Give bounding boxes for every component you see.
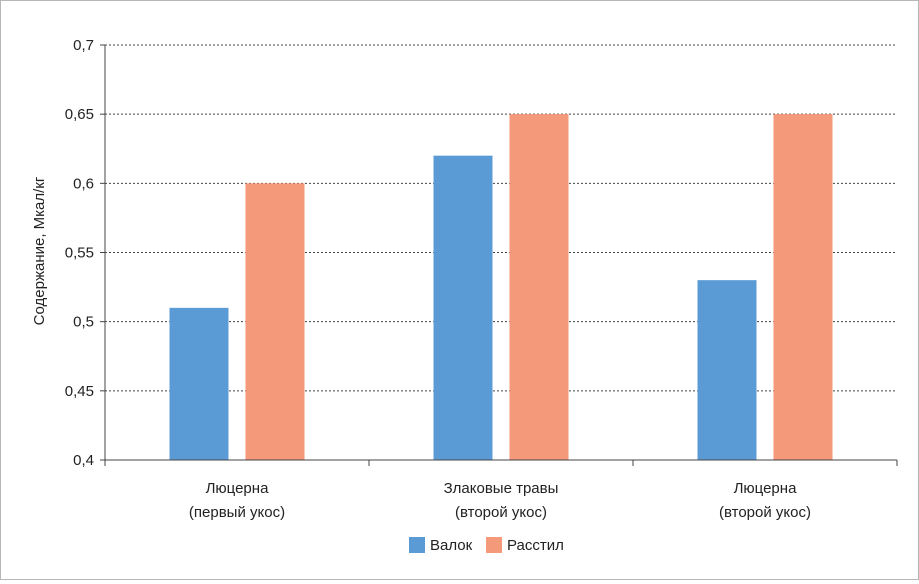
y-tick-label: 0,55 [65,245,94,262]
y-axis: 0,4 0,45 0,5 0,55 0,6 0,65 0,7 [65,37,106,469]
y-tick-label: 0,6 [73,175,94,192]
legend-label: Расстил [507,537,564,554]
legend-label: Валок [430,537,473,554]
bar-rasstil [245,183,305,461]
legend-swatch [486,537,502,553]
y-axis-label: Содержание, Мкал/кг [31,176,48,325]
x-category-label: Злаковые травы [444,480,559,497]
x-category-label: Люцерна [734,480,797,497]
bar-rasstil [773,114,833,461]
x-axis: Люцерна (первый укос) Злаковые травы (второ… [104,459,898,521]
bar-valok [433,155,493,460]
bar-valok [697,280,757,460]
y-tick-label: 0,7 [73,37,94,54]
gridlines [105,44,897,392]
y-tick-label: 0,5 [73,314,94,331]
bar-rasstil [509,114,569,461]
x-category-label: (второй укос) [719,504,811,521]
x-category-label: Люцерна [206,480,269,497]
legend: Валок Расстил [409,537,564,554]
y-tick-label: 0,4 [73,452,94,469]
bar-valok [169,307,229,460]
legend-swatch [409,537,425,553]
x-category-label: (первый укос) [189,504,285,521]
y-tick-label: 0,45 [65,383,94,400]
x-category-label: (второй укос) [455,504,547,521]
y-tick-label: 0,65 [65,106,94,123]
bars [169,114,833,461]
